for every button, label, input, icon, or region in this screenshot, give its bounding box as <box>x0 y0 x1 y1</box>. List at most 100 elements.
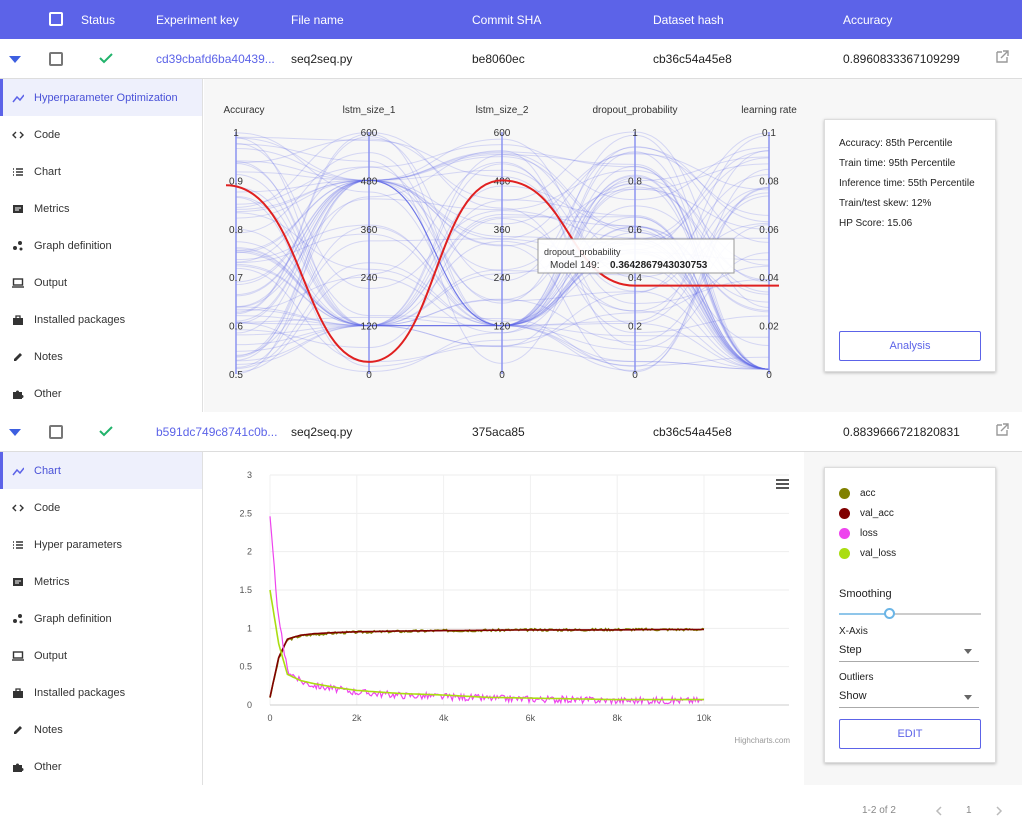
y-tick-label: 1 <box>247 623 252 633</box>
header-file-name[interactable]: File name <box>291 13 344 27</box>
smoothing-slider[interactable] <box>839 608 981 620</box>
chart-menu-icon[interactable] <box>776 479 789 489</box>
parallel-coordinates-chart[interactable]: Accuracy 1 0.9 0.8 0.7 0.6 0.5 lstm_size_1 600 48… <box>204 79 804 412</box>
sidebar-item-installed-packages[interactable]: Installed packages <box>0 674 202 711</box>
sidebar-item-installed-packages[interactable]: Installed packages <box>0 301 202 338</box>
select-all-checkbox[interactable] <box>49 12 63 26</box>
axis-tick-label: 120 <box>361 322 378 333</box>
package-icon <box>13 314 23 325</box>
analysis-button[interactable]: Analysis <box>839 331 981 361</box>
header-commit-sha[interactable]: Commit SHA <box>472 13 542 27</box>
collapse-caret-icon[interactable] <box>9 429 21 436</box>
sidebar-item-label: Metrics <box>34 575 70 588</box>
axis-tick-label: 0.2 <box>628 322 642 333</box>
xaxis-select[interactable]: Step <box>839 644 979 662</box>
stat-line: Train/test skew: 12% <box>839 198 932 209</box>
list-icon <box>13 167 23 176</box>
slider-handle[interactable] <box>883 608 895 619</box>
sidebar-item-code[interactable]: Code <box>0 116 202 153</box>
model-line <box>235 151 770 370</box>
model-line <box>235 168 770 373</box>
sidebar-item-metrics[interactable]: Metrics <box>0 563 202 600</box>
open-external-icon[interactable] <box>994 422 1010 438</box>
model-line <box>235 153 770 370</box>
axis-title: lstm_size_1 <box>343 105 396 116</box>
y-tick-label: 0.5 <box>239 662 252 672</box>
axis-tick-label: 0 <box>499 370 505 381</box>
row-checkbox[interactable] <box>49 52 63 66</box>
dataset-hash: cb36c54a45e8 <box>653 52 732 66</box>
legend-label: val_acc <box>860 508 894 519</box>
axis-tick-label: 480 <box>494 176 511 187</box>
accuracy-value: 0.8839666721820831 <box>843 425 960 439</box>
sidebar-item-graph-definition[interactable]: Graph definition <box>0 600 202 637</box>
sidebar-item-label: Notes <box>34 723 63 736</box>
commit-sha: 375aca85 <box>472 425 525 439</box>
model-line <box>235 136 770 315</box>
legend-item-val_acc[interactable]: val_acc <box>839 508 981 519</box>
legend-item-val_loss[interactable]: val_loss <box>839 548 981 559</box>
hyperparameter-panel: Accuracy 1 0.9 0.8 0.7 0.6 0.5 lstm_size_1 600 48… <box>204 79 1022 412</box>
sidebar-item-other[interactable]: Other <box>0 375 202 412</box>
header-dataset-hash[interactable]: Dataset hash <box>653 13 724 27</box>
graph-icon <box>13 240 23 250</box>
sidebar-item-metrics[interactable]: Metrics <box>0 190 202 227</box>
series-line-val_acc <box>269 628 704 698</box>
sidebar-item-chart[interactable]: Chart <box>0 153 202 190</box>
metrics-line-chart[interactable]: 0 0.5 1 1.5 2 2.5 3 0 2k 4k 6k 8k 10k Highcharts.com <box>204 452 804 785</box>
axis-title: Accuracy <box>223 105 264 116</box>
outliers-select[interactable]: Show <box>839 690 979 708</box>
legend-card: acc val_acc loss val_loss Smoothing X-Axis … <box>824 467 996 763</box>
sidebar-item-other[interactable]: Other <box>0 748 202 785</box>
list-icon <box>13 540 23 549</box>
axis-tick-label: 120 <box>494 322 511 333</box>
sidebar-item-output[interactable]: Output <box>0 264 202 301</box>
experiment-key-link[interactable]: b591dc749c8741c0b... <box>156 425 278 439</box>
row-checkbox[interactable] <box>49 425 63 439</box>
axis-title: lstm_size_2 <box>476 105 529 116</box>
model-line <box>235 143 770 290</box>
table-header: Status Experiment key File name Commit S… <box>0 0 1022 39</box>
sidebar-item-chart[interactable]: Chart <box>0 452 202 489</box>
edit-button[interactable]: EDIT <box>839 719 981 749</box>
model-line <box>235 136 770 370</box>
sidebar-item-label: Other <box>34 760 62 773</box>
legend-item-acc[interactable]: acc <box>839 488 981 499</box>
axis-tick-label: 360 <box>494 225 511 236</box>
axis-tick-label: 0.06 <box>759 225 779 236</box>
sidebar-item-notes[interactable]: Notes <box>0 338 202 375</box>
sidebar-item-hyper-parameters[interactable]: Hyper parameters <box>0 526 202 563</box>
table-row[interactable]: cd39cbafd6ba40439... seq2seq.py be8060ec… <box>0 39 1022 79</box>
sidebar-item-code[interactable]: Code <box>0 489 202 526</box>
header-accuracy[interactable]: Accuracy <box>843 13 893 27</box>
stats-card: Accuracy: 85th Percentile Train time: 95t… <box>824 119 996 372</box>
sidebar-item-notes[interactable]: Notes <box>0 711 202 748</box>
sidebar-item-hyperparameter-optimization[interactable]: Hyperparameter Optimization <box>0 79 202 116</box>
sidebar-item-graph-definition[interactable]: Graph definition <box>0 227 202 264</box>
axis-tick-label: 1 <box>632 128 638 139</box>
model-line <box>235 161 770 373</box>
axis-tick-label: 0 <box>766 370 772 381</box>
package-icon <box>13 687 23 698</box>
model-line <box>235 157 770 322</box>
open-external-icon[interactable] <box>994 49 1010 65</box>
prev-page-icon[interactable] <box>933 805 945 817</box>
metrics-icon <box>13 577 23 586</box>
sidebar-item-label: Output <box>34 649 68 662</box>
next-page-icon[interactable] <box>993 805 1005 817</box>
legend-item-loss[interactable]: loss <box>839 528 981 539</box>
header-status[interactable]: Status <box>81 13 116 27</box>
axis-tick-label: 0.1 <box>762 128 776 139</box>
sidebar-item-output[interactable]: Output <box>0 637 202 674</box>
sidebar-item-label: Graph definition <box>34 239 112 252</box>
page-number[interactable]: 1 <box>966 805 972 816</box>
axis-title: dropout_probability <box>592 105 677 116</box>
experiment-key-link[interactable]: cd39cbafd6ba40439... <box>156 52 275 66</box>
collapse-caret-icon[interactable] <box>9 56 21 63</box>
header-experiment-key[interactable]: Experiment key <box>156 13 239 27</box>
table-row[interactable]: b591dc749c8741c0b... seq2seq.py 375aca85… <box>0 412 1022 452</box>
highlighted-model-line <box>225 179 779 363</box>
model-line <box>235 240 770 370</box>
axis-tick-label: 0.8 <box>628 176 642 187</box>
axis-tick-label: 240 <box>494 273 511 284</box>
